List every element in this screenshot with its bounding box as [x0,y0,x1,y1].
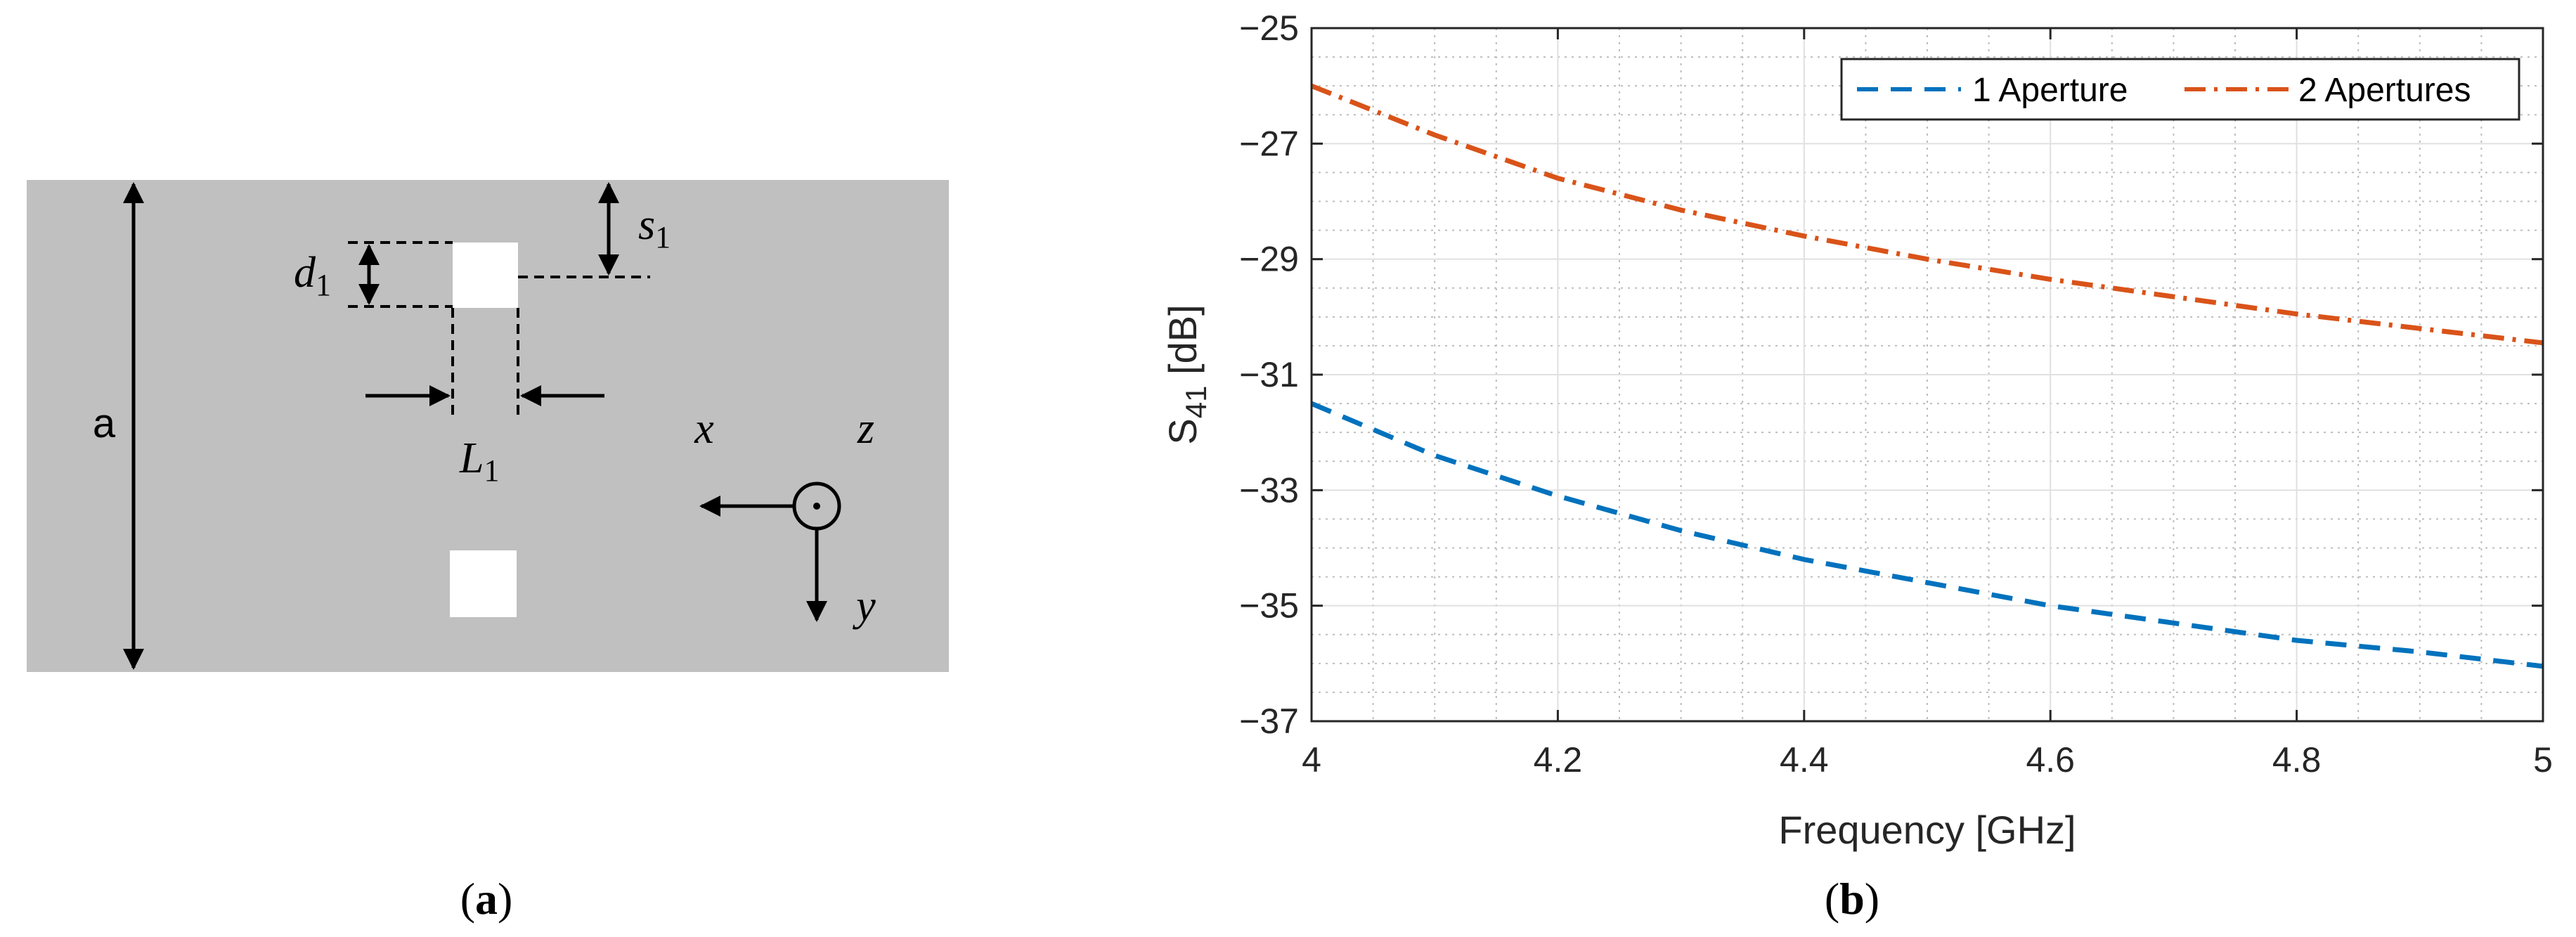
y-tick-label: −35 [1239,586,1299,626]
x-tick-label: 4.6 [2026,740,2075,780]
l1-label: L1 [459,434,499,488]
y-tick-label: −37 [1239,702,1299,741]
legend: 1 Aperture 2 Apertures [1840,58,2520,121]
s1-label: s1 [638,201,671,254]
legend-box [1840,58,2520,121]
axis-z-label: z [857,405,874,453]
dimension-a-label: a [93,401,116,446]
series-line-2 [1310,83,2544,346]
panel-a-caption: (a) [460,874,513,924]
panel-a-schematic: a d1 s1 L1 x z y [27,180,949,672]
x-tick-label: 4.2 [1534,740,1583,780]
legend-label-1-aperture: 1 Aperture [1972,72,2128,109]
x-tick-label: 4.4 [1780,740,1829,780]
aperture-top [453,243,518,308]
y-tick-label: −31 [1239,355,1299,394]
y-axis-title: S41 [dB] [1160,304,1212,444]
axis-z-dot-icon [813,503,820,510]
x-tick-label: 4.8 [2272,740,2322,780]
y-tick-label: −29 [1239,240,1299,279]
x-tick-label: 5 [2533,740,2553,780]
y-tick-label: −25 [1239,8,1299,48]
y-tick-label: −27 [1239,124,1299,163]
series-line-1 [1310,401,2544,669]
x-axis-title: Frequency [GHz] [1778,808,2076,852]
axis-x-label: x [694,405,714,453]
x-tick-label: 4 [1302,740,1321,780]
s41-chart: 4 4.2 4.4 4.6 4.8 5 −25 −27 −29 −31 −33 −35 −37 1 Ap… [1160,8,2553,852]
panel-b-caption: (b) [1825,874,1879,924]
legend-label-2-apertures: 2 Apertures [2298,72,2471,109]
y-tick-label: −33 [1239,470,1299,510]
ticks-layer: 4 4.2 4.4 4.6 4.8 5 −25 −27 −29 −31 −33 −35 −37 [1239,8,2553,780]
axis-y-label: y [852,582,876,630]
series-layer [1310,83,2544,669]
d1-label: d1 [294,249,331,302]
aperture-bottom [450,550,517,617]
